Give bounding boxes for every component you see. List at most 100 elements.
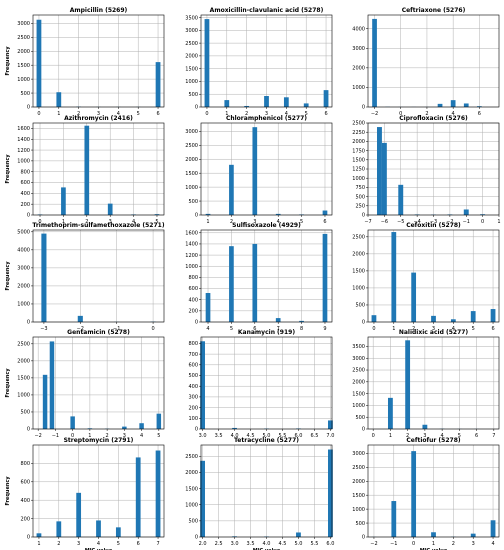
- x-tick-label: −1: [52, 433, 59, 439]
- plot-frame: [367, 336, 500, 430]
- x-tick-label: −2: [370, 541, 377, 547]
- x-tick-label: 6.0: [294, 433, 302, 439]
- y-tick-label: 0: [27, 427, 30, 433]
- histogram-bar: [252, 127, 258, 215]
- y-tick-label: 1500: [17, 376, 30, 382]
- x-tick-label: 4: [277, 219, 280, 225]
- y-tick-label: 2000: [17, 49, 30, 55]
- y-tick-label: 0: [195, 105, 198, 111]
- histogram-panel: 0 1 2 3 4 5 0 200 400 600 800 1000 1200 1400 1600 Azith…: [5, 115, 165, 225]
- panel-title: Tetracycline (5277): [234, 437, 299, 444]
- y-tick-label: 600: [188, 363, 198, 369]
- y-tick-label: 4000: [17, 248, 30, 254]
- x-tick-label: 5: [137, 111, 140, 117]
- histogram-bar: [154, 214, 160, 215]
- x-tick-label: 3: [109, 219, 112, 225]
- x-tick-label: 1: [57, 111, 60, 117]
- y-axis-label: Frequency: [5, 476, 11, 506]
- histogram-bar: [476, 106, 482, 107]
- x-tick-label: 3: [77, 541, 80, 547]
- x-tick-label: 4.0: [263, 541, 271, 547]
- y-tick-label: 0: [27, 105, 30, 111]
- y-tick-label: 0: [27, 535, 30, 541]
- y-tick-label: 2000: [17, 359, 30, 365]
- y-tick-label: 500: [188, 199, 198, 205]
- y-tick-label: 1000: [185, 79, 198, 85]
- y-tick-label: 1500: [185, 486, 198, 492]
- x-tick-label: 4: [285, 111, 288, 117]
- x-tick-label: 2: [230, 219, 233, 225]
- panel-title: Ceftiofur (5278): [406, 437, 461, 444]
- y-tick-label: 400: [188, 384, 198, 390]
- x-tick-label: 3.5: [215, 433, 223, 439]
- x-tick-label: 0: [412, 541, 415, 547]
- histogram-bar: [322, 233, 328, 322]
- x-tick-label: −1: [113, 326, 120, 332]
- y-tick-label: 1000: [352, 403, 365, 409]
- histogram-bar: [322, 210, 328, 215]
- y-tick-label: 1000: [185, 502, 198, 508]
- panel-title: Azithromycin (2416): [64, 115, 133, 122]
- y-tick-label: 500: [355, 194, 365, 200]
- x-tick-label: −2: [446, 219, 453, 225]
- histogram-bar: [42, 374, 48, 429]
- histogram-bar: [84, 125, 90, 215]
- x-tick-label: 4.5: [247, 433, 255, 439]
- y-tick-label: 800: [188, 275, 198, 281]
- x-tick-label: 5: [458, 433, 461, 439]
- x-tick-label: 4: [491, 541, 494, 547]
- histogram-bar: [283, 97, 289, 107]
- y-tick-label: 800: [188, 341, 198, 347]
- histogram-bar: [387, 397, 393, 429]
- histogram-bar: [411, 272, 417, 322]
- y-tick-label: 2500: [352, 235, 365, 241]
- histogram-panel: 2.0 2.5 3.0 3.5 4.0 4.5 5.0 5.5 6.0 0 500 1000 1500 2…: [185, 437, 334, 550]
- x-tick-label: 4: [452, 326, 455, 332]
- x-tick-label: 4: [97, 541, 100, 547]
- y-tick-label: 500: [188, 373, 198, 379]
- x-tick-label: 3: [253, 219, 256, 225]
- x-tick-label: 0: [481, 219, 484, 225]
- histogram-bar: [115, 527, 121, 537]
- x-tick-label: 1: [389, 433, 392, 439]
- x-tick-label: 2: [57, 541, 60, 547]
- histogram-bar: [36, 533, 42, 537]
- y-tick-label: 1500: [17, 63, 30, 69]
- y-tick-label: 2500: [185, 143, 198, 149]
- y-tick-label: 1250: [352, 167, 365, 173]
- histogram-bar: [377, 127, 382, 215]
- y-tick-label: 1500: [352, 269, 365, 275]
- y-tick-label: 500: [355, 521, 365, 527]
- y-tick-label: 2500: [352, 368, 365, 374]
- y-tick-label: 3000: [352, 356, 365, 362]
- histogram-panel: 0 1 2 3 4 5 6 7 0 500 1000 1500 2000 2500 3000 3500 Nali…: [352, 329, 500, 439]
- y-tick-label: 1400: [17, 137, 30, 143]
- y-tick-label: 1000: [17, 393, 30, 399]
- x-tick-label: 3: [432, 326, 435, 332]
- histogram-bar: [405, 340, 411, 429]
- histogram-bar: [328, 420, 333, 429]
- x-tick-label: 3.5: [247, 541, 255, 547]
- y-tick-label: 600: [188, 286, 198, 292]
- y-tick-label: 1200: [17, 148, 30, 154]
- panel-title: Trimethoprim-sulfamethoxazole (5271): [32, 222, 164, 229]
- x-tick-label: 0: [372, 433, 375, 439]
- y-tick-label: 1000: [185, 264, 198, 270]
- histogram-bar: [229, 246, 234, 322]
- histogram-bar: [275, 318, 281, 322]
- histogram-bar: [139, 423, 144, 429]
- x-tick-label: 5.0: [263, 433, 271, 439]
- histogram-bar: [204, 19, 210, 107]
- plot-frame: [367, 14, 500, 108]
- y-tick-label: 3000: [185, 28, 198, 34]
- y-tick-label: 500: [20, 91, 30, 97]
- y-tick-label: 2500: [352, 465, 365, 471]
- y-tick-label: 200: [20, 516, 30, 522]
- y-tick-label: 0: [362, 320, 365, 326]
- y-tick-label: 1600: [185, 230, 198, 236]
- x-tick-label: 1: [225, 111, 228, 117]
- x-tick-label: 1: [37, 541, 40, 547]
- y-axis-label: Frequency: [5, 368, 11, 398]
- x-tick-label: −2: [371, 111, 378, 117]
- x-tick-label: 7: [277, 326, 280, 332]
